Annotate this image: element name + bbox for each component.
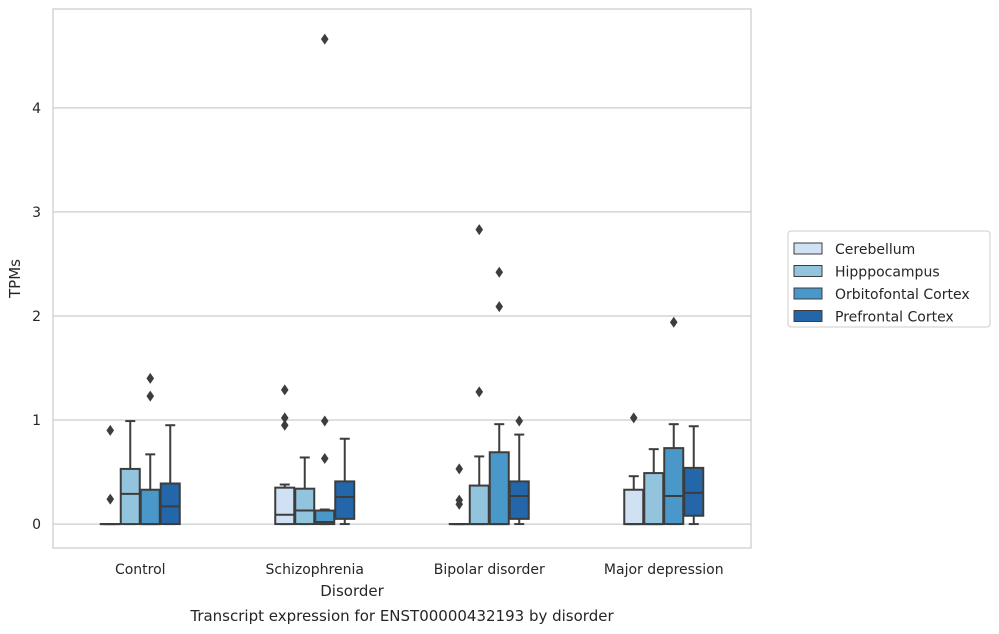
legend-swatch	[793, 265, 823, 277]
outlier-point	[629, 412, 638, 424]
x-tick-label: Control	[115, 562, 166, 578]
box-body	[119, 467, 141, 526]
box-2-2	[488, 266, 510, 526]
outlier-point	[280, 412, 289, 424]
outlier-point	[280, 419, 289, 431]
legend-label: Hipppocampus	[835, 265, 940, 281]
box-body	[663, 447, 685, 526]
outlier-point	[455, 463, 464, 475]
outlier-point	[320, 33, 329, 45]
legend: Cerebellum Hipppocampus Orbitofontal Corte…	[787, 230, 991, 328]
outlier-point	[495, 301, 504, 313]
box-3-3	[683, 425, 705, 526]
outlier-point	[495, 266, 504, 278]
outlier-point	[106, 424, 115, 436]
x-tick-label: Bipolar disorder	[434, 562, 545, 578]
box-body	[508, 480, 530, 520]
box-2-1	[468, 224, 490, 526]
outlier-point	[455, 498, 464, 510]
boxes	[99, 33, 705, 526]
box-body	[623, 488, 645, 526]
box-body	[274, 486, 296, 526]
box-body	[488, 451, 510, 526]
box-2-3	[508, 415, 530, 526]
outlier-point	[106, 493, 115, 505]
outlier-point	[320, 415, 329, 427]
box-0-1	[119, 420, 141, 526]
y-tick-label: 1	[32, 413, 41, 429]
box-1-0	[274, 384, 296, 526]
box-body	[294, 487, 316, 526]
box-3-0	[623, 412, 645, 526]
box-0-0	[99, 424, 121, 526]
box-0-2	[139, 372, 161, 526]
outlier-point	[320, 453, 329, 465]
box-body	[683, 466, 705, 517]
box-body	[468, 484, 490, 526]
box-1-3	[334, 437, 356, 526]
x-tick-label: Schizophrenia	[266, 562, 364, 578]
y-tick-label: 0	[32, 517, 41, 533]
x-tick-labels: Control Schizophrenia Bipolar disorder Majo…	[115, 562, 724, 578]
y-axis-title: TPMs	[6, 259, 24, 299]
box-1-1	[294, 456, 316, 526]
outlier-point	[669, 316, 678, 328]
legend-swatch	[793, 242, 823, 255]
outlier-point	[475, 386, 484, 398]
outlier-point	[280, 384, 289, 396]
legend-label: Prefrontal Cortex	[835, 310, 954, 326]
box-body	[334, 480, 356, 520]
legend-frame	[787, 230, 991, 328]
plot-frame	[52, 8, 752, 549]
box-3-1	[643, 448, 665, 526]
box-body	[643, 472, 665, 526]
legend-label: Orbitofontal Cortex	[835, 287, 970, 303]
legend-swatch	[793, 310, 823, 322]
legend-swatch	[793, 287, 823, 300]
outlier-point	[146, 390, 155, 402]
y-tick-labels: 0 1 2 3 4	[32, 101, 41, 533]
box-body	[159, 482, 181, 526]
outlier-point	[146, 372, 155, 384]
chart-caption: Transcript expression for ENST0000043219…	[189, 607, 614, 625]
box-2-0	[448, 463, 470, 526]
y-tick-label: 4	[32, 101, 41, 117]
x-axis-title: Disorder	[320, 582, 384, 600]
x-tick-label: Major depression	[604, 562, 724, 578]
box-body	[139, 488, 161, 526]
y-tick-label: 3	[32, 205, 41, 221]
box-1-2	[314, 33, 336, 526]
y-tick-label: 2	[32, 309, 41, 325]
outlier-point	[475, 224, 484, 236]
outlier-point	[515, 415, 524, 427]
legend-label: Cerebellum	[835, 242, 915, 258]
box-0-3	[159, 424, 181, 526]
grid-lines	[53, 107, 751, 525]
